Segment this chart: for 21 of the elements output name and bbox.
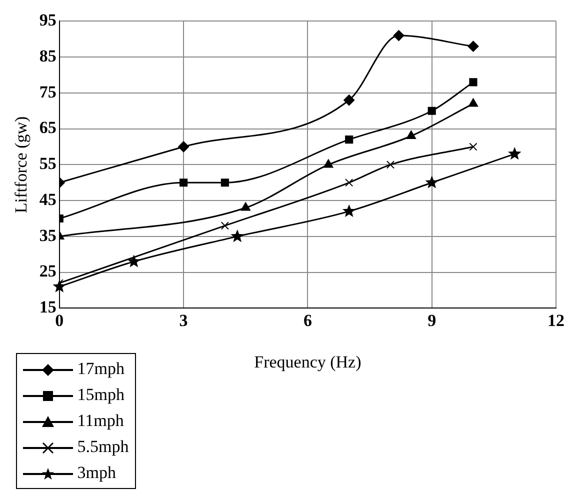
x-tick-label: 6	[303, 310, 312, 330]
x-tick-label: 3	[179, 310, 188, 330]
legend-label: 5.5mph	[77, 437, 129, 456]
y-tick-label: 65	[39, 118, 56, 138]
y-tick-label: 15	[39, 298, 56, 317]
y-tick-label: 95	[39, 10, 56, 30]
y-axis-title: Liftforce (gw)	[12, 116, 31, 214]
y-tick-label: 25	[39, 262, 56, 281]
legend-label: 15mph	[77, 385, 124, 404]
y-tick-label: 35	[39, 226, 56, 245]
y-tick-label: 45	[39, 190, 56, 209]
x-tick-label: 9	[428, 310, 436, 330]
legend-label: 11mph	[77, 411, 124, 430]
legend-label: 17mph	[77, 359, 124, 378]
y-tick-label: 55	[39, 154, 56, 174]
y-tick-label: 85	[39, 46, 56, 66]
x-tick-label: 0	[55, 310, 64, 330]
x-axis-title: Frequency (Hz)	[254, 352, 362, 372]
x-tick-label: 12	[548, 310, 564, 330]
legend-label: 3mph	[77, 463, 116, 482]
y-tick-label: 75	[39, 82, 56, 102]
